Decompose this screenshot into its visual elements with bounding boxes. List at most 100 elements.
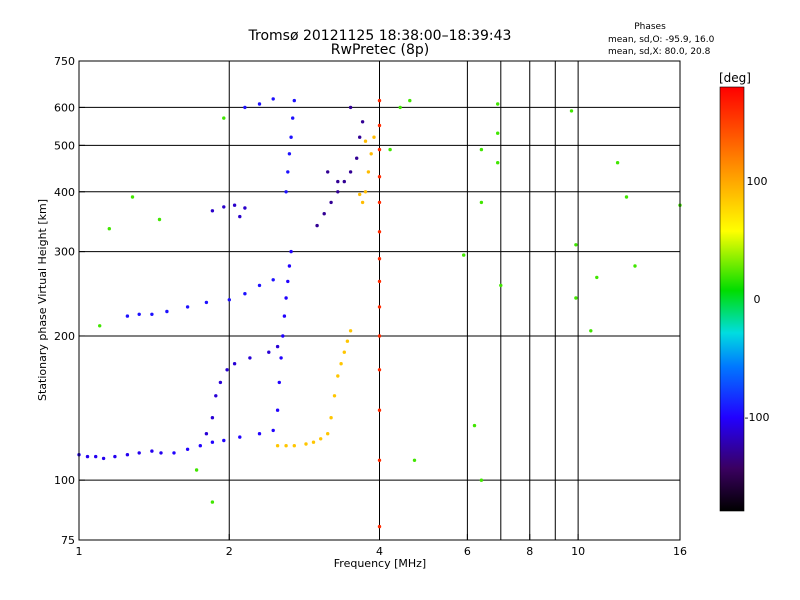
data-point bbox=[271, 97, 275, 101]
data-point bbox=[358, 192, 362, 197]
data-point bbox=[275, 444, 280, 448]
y-axis: 75 100 200 300 400 500 600 750 bbox=[54, 55, 85, 547]
data-point bbox=[218, 380, 223, 385]
data-point bbox=[289, 135, 293, 139]
data-point bbox=[137, 312, 141, 316]
data-point bbox=[243, 206, 247, 210]
data-point bbox=[257, 283, 262, 288]
data-point bbox=[472, 423, 477, 428]
data-point bbox=[172, 451, 176, 455]
data-point bbox=[194, 468, 199, 472]
data-point bbox=[204, 432, 209, 436]
colorbar-label: [deg] bbox=[719, 71, 751, 85]
data-point bbox=[257, 102, 262, 106]
data-point bbox=[284, 444, 288, 448]
data-point bbox=[569, 109, 574, 113]
data-point bbox=[336, 374, 340, 378]
y-axis-label: Stationary phase Virtual Height [km] bbox=[36, 199, 49, 401]
x-tick-label: 16 bbox=[673, 545, 687, 558]
y-tick-label: 750 bbox=[54, 55, 75, 68]
data-point bbox=[479, 200, 484, 205]
data-point bbox=[204, 300, 209, 305]
stats-heading: Phases bbox=[634, 22, 666, 32]
data-point bbox=[227, 298, 231, 302]
data-point bbox=[377, 230, 382, 234]
data-point bbox=[277, 380, 281, 385]
data-point bbox=[94, 454, 98, 459]
chart-title: Tromsø 20121125 18:38:00–18:39:43 bbox=[248, 28, 512, 44]
data-point bbox=[496, 102, 500, 106]
y-tick-label: 200 bbox=[54, 330, 75, 343]
y-tick-label: 300 bbox=[54, 246, 75, 259]
data-point bbox=[360, 120, 365, 124]
data-point bbox=[624, 195, 629, 199]
data-point bbox=[159, 451, 163, 455]
data-point bbox=[125, 453, 130, 457]
data-point bbox=[377, 334, 382, 338]
data-point bbox=[348, 170, 353, 174]
data-point bbox=[286, 279, 290, 284]
data-point bbox=[157, 217, 162, 222]
data-point bbox=[377, 524, 382, 529]
data-point bbox=[326, 432, 330, 436]
data-point bbox=[589, 329, 593, 333]
data-point bbox=[377, 279, 382, 284]
data-point bbox=[369, 152, 373, 156]
data-point bbox=[238, 214, 242, 219]
y-tick-label: 100 bbox=[54, 474, 75, 487]
data-points bbox=[77, 97, 682, 529]
data-point bbox=[366, 170, 371, 174]
data-point bbox=[388, 147, 392, 152]
y-tick-label: 75 bbox=[61, 534, 75, 547]
data-point bbox=[348, 329, 353, 333]
data-point bbox=[377, 200, 382, 205]
data-point bbox=[107, 227, 112, 231]
data-point bbox=[210, 416, 215, 420]
data-point bbox=[339, 362, 343, 366]
data-point bbox=[279, 356, 283, 360]
data-point bbox=[292, 444, 296, 448]
data-point bbox=[271, 278, 275, 282]
data-point bbox=[377, 175, 382, 179]
data-point bbox=[150, 312, 154, 316]
data-point bbox=[462, 253, 466, 257]
data-point bbox=[342, 179, 346, 184]
data-point bbox=[289, 249, 293, 254]
data-point bbox=[377, 257, 382, 261]
data-point bbox=[222, 116, 226, 120]
data-point bbox=[348, 105, 353, 110]
data-point bbox=[412, 458, 417, 462]
data-point bbox=[210, 440, 215, 444]
data-point bbox=[377, 123, 382, 128]
stats-line-o: mean, sd,O: -95.9, 16.0 bbox=[608, 35, 715, 45]
x-axis-label: Frequency [MHz] bbox=[334, 557, 426, 570]
data-point bbox=[479, 147, 484, 152]
colorbar-tick-label: -100 bbox=[745, 411, 770, 424]
data-point bbox=[372, 135, 376, 139]
x-tick-label: 2 bbox=[226, 545, 233, 558]
data-point bbox=[377, 98, 382, 103]
data-point bbox=[633, 264, 637, 268]
data-point bbox=[615, 161, 620, 165]
data-point bbox=[210, 209, 215, 213]
x-axis: 1 2 4 6 8 10 16 bbox=[76, 534, 687, 558]
data-point bbox=[198, 444, 202, 448]
x-tick-label: 1 bbox=[76, 545, 83, 558]
colorbar-tick-label: 0 bbox=[754, 293, 761, 306]
data-point bbox=[574, 243, 578, 247]
data-point bbox=[329, 200, 333, 205]
data-point bbox=[360, 200, 365, 205]
data-point bbox=[185, 447, 190, 451]
data-point bbox=[275, 344, 280, 349]
data-point bbox=[267, 350, 271, 354]
data-point bbox=[291, 116, 295, 120]
data-point bbox=[377, 305, 382, 309]
data-point bbox=[98, 324, 102, 328]
data-point bbox=[222, 438, 226, 443]
data-point bbox=[281, 334, 285, 338]
data-point bbox=[292, 98, 296, 103]
data-point bbox=[355, 156, 359, 160]
data-point bbox=[398, 105, 402, 110]
data-point bbox=[101, 456, 106, 461]
